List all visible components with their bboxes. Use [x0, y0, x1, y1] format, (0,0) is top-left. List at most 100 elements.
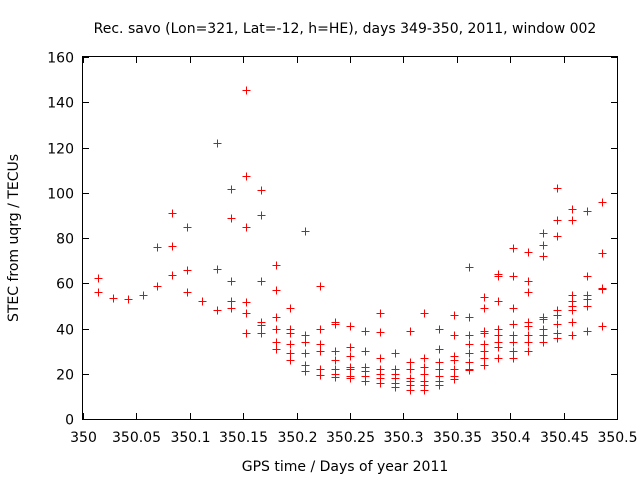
data-point-93 [406, 365, 415, 374]
data-point-132 [480, 347, 489, 356]
data-point-53 [316, 325, 325, 334]
data-point-124 [465, 358, 474, 367]
y-tick-label: 0 [65, 413, 74, 429]
data-point-181 [568, 318, 577, 327]
data-point-23 [242, 172, 251, 181]
data-point-69 [346, 365, 355, 374]
data-point-90 [391, 383, 400, 392]
data-point-10 [183, 223, 192, 232]
data-point-9 [168, 271, 177, 280]
data-point-151 [524, 248, 533, 257]
data-point-14 [213, 139, 222, 148]
data-point-136 [494, 272, 503, 281]
data-point-193 [598, 322, 607, 331]
data-point-116 [450, 365, 459, 374]
data-point-12 [183, 288, 192, 297]
data-point-172 [553, 320, 562, 329]
x-tick-label: 350.5 [597, 430, 637, 446]
data-points [94, 86, 607, 395]
data-point-171 [553, 311, 562, 320]
x-tick-label: 350.4 [490, 430, 530, 446]
data-point-44 [286, 349, 295, 358]
data-point-61 [331, 356, 340, 365]
data-point-15 [213, 265, 222, 274]
data-point-1 [94, 288, 103, 297]
x-tick-label: 350.25 [326, 430, 375, 446]
data-point-150 [509, 354, 518, 363]
y-tick-label: 120 [47, 142, 74, 158]
y-tick-label: 80 [56, 232, 74, 248]
data-point-27 [242, 329, 251, 338]
data-point-73 [361, 347, 370, 356]
data-point-156 [524, 331, 533, 340]
data-point-92 [406, 358, 415, 367]
data-point-36 [272, 313, 281, 322]
data-point-160 [539, 241, 548, 250]
data-point-4 [139, 291, 148, 300]
data-point-128 [480, 304, 489, 313]
data-point-163 [539, 315, 548, 324]
data-point-20 [227, 297, 236, 306]
data-point-91 [406, 327, 415, 336]
data-point-45 [286, 356, 295, 365]
data-point-97 [406, 386, 415, 395]
x-tick-label: 350.05 [112, 430, 161, 446]
data-point-182 [568, 331, 577, 340]
data-point-22 [242, 86, 251, 95]
chart-title: Rec. savo (Lon=321, Lat=-12, h=HE), days… [94, 21, 597, 37]
data-point-141 [494, 343, 503, 352]
data-point-161 [539, 252, 548, 261]
x-tick-label: 350.3 [383, 430, 423, 446]
data-point-0 [94, 274, 103, 283]
data-point-67 [346, 352, 355, 361]
data-point-153 [524, 288, 533, 297]
data-point-107 [435, 358, 444, 367]
data-point-24 [242, 223, 251, 232]
data-point-118 [450, 375, 459, 384]
data-point-47 [301, 331, 310, 340]
data-point-120 [465, 313, 474, 322]
data-point-29 [257, 211, 266, 220]
data-point-147 [509, 331, 518, 340]
data-point-137 [494, 297, 503, 306]
data-point-38 [272, 338, 281, 347]
data-point-111 [435, 381, 444, 390]
data-point-39 [272, 345, 281, 354]
data-point-25 [242, 298, 251, 307]
data-point-54 [316, 340, 325, 349]
data-point-113 [450, 331, 459, 340]
data-point-167 [553, 184, 562, 193]
data-point-26 [242, 309, 251, 318]
y-tick-label: 20 [56, 368, 74, 384]
data-point-165 [539, 331, 548, 340]
data-point-152 [524, 277, 533, 286]
data-point-57 [316, 371, 325, 380]
data-point-148 [509, 338, 518, 347]
data-point-43 [286, 340, 295, 349]
data-point-84 [376, 379, 385, 388]
data-point-175 [568, 205, 577, 214]
data-point-49 [301, 349, 310, 358]
data-point-71 [346, 374, 355, 383]
data-point-158 [524, 347, 533, 356]
data-point-64 [331, 373, 340, 382]
data-point-100 [420, 363, 429, 372]
data-point-155 [524, 322, 533, 331]
x-tick-label: 350.1 [170, 430, 210, 446]
data-point-119 [465, 263, 474, 272]
data-point-123 [465, 349, 474, 358]
data-point-144 [509, 272, 518, 281]
data-point-85 [391, 349, 400, 358]
y-tick-label: 60 [56, 277, 74, 293]
data-point-60 [331, 347, 340, 356]
tick-labels: 350 350.05 350.1 350.15 350.2 350.25 350.3 350.… [47, 51, 637, 447]
data-point-2 [109, 294, 118, 303]
x-tick-label: 350.45 [540, 430, 589, 446]
data-point-186 [583, 295, 592, 304]
data-point-188 [583, 327, 592, 336]
data-point-98 [420, 309, 429, 318]
data-point-122 [465, 340, 474, 349]
data-point-79 [376, 328, 385, 337]
data-point-37 [272, 325, 281, 334]
